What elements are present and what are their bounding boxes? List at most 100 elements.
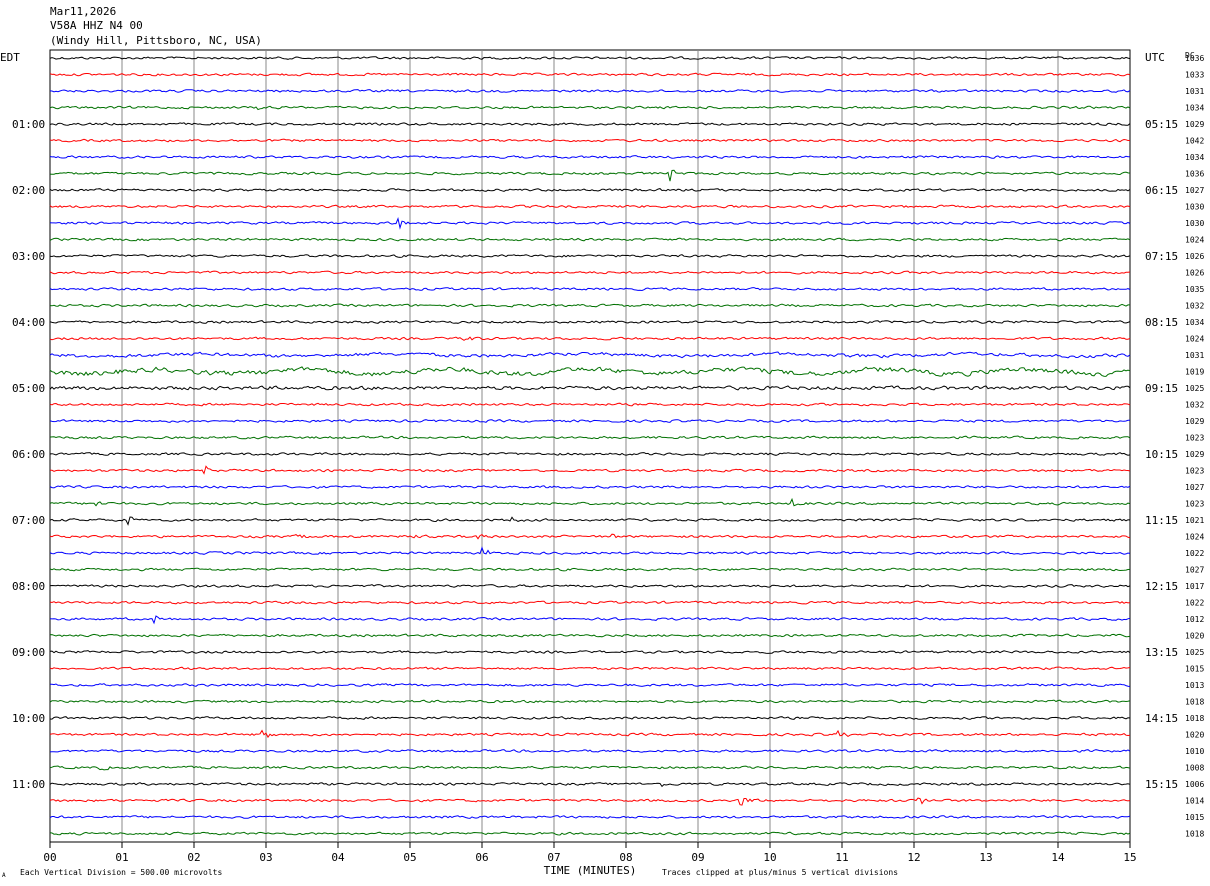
trace-line	[49, 666, 1131, 671]
trace-line	[49, 797, 1131, 806]
dc-offset-label: 1027	[1185, 483, 1204, 492]
dc-offset-label: 1020	[1185, 731, 1204, 740]
left-hour-label: 08:00	[12, 580, 45, 593]
left-hour-label: 11:00	[12, 778, 45, 791]
x-tick-label: 03	[259, 851, 272, 864]
trace-line	[49, 204, 1131, 209]
x-axis-label: TIME (MINUTES)	[544, 864, 637, 877]
dc-offset-label: 1032	[1185, 401, 1204, 410]
dc-offset-label: 1034	[1185, 153, 1204, 162]
trace-line	[49, 254, 1131, 258]
right-hour-label: 09:15	[1145, 382, 1178, 395]
trace-line	[49, 105, 1131, 111]
trace-line	[49, 385, 1131, 391]
left-hour-label: 10:00	[12, 712, 45, 725]
trace-line	[49, 122, 1131, 126]
dc-offset-label: 1014	[1185, 797, 1204, 806]
dc-offset-label: 1015	[1185, 813, 1204, 822]
right-hour-label: 11:15	[1145, 514, 1178, 527]
right-timezone-label: UTC	[1145, 51, 1165, 64]
dc-offset-label: 1025	[1185, 384, 1204, 393]
trace-line	[49, 485, 1131, 489]
x-tick-label: 02	[187, 851, 200, 864]
trace-line	[49, 600, 1131, 605]
left-hour-label: 01:00	[12, 118, 45, 131]
x-tick-label: 06	[475, 851, 488, 864]
right-hour-label: 07:15	[1145, 250, 1178, 263]
x-tick-label: 10	[763, 851, 776, 864]
trace-line	[49, 584, 1131, 589]
trace-line	[49, 419, 1130, 423]
header-station: V58A HHZ N4 00	[50, 19, 143, 32]
trace-line	[49, 497, 1131, 507]
right-hour-label: 10:15	[1145, 448, 1178, 461]
trace-line	[50, 683, 1131, 687]
right-hour-label: 06:15	[1145, 184, 1178, 197]
dc-offset-label: 1027	[1185, 566, 1204, 575]
left-hour-label: 06:00	[12, 448, 45, 461]
x-tick-label: 04	[331, 851, 345, 864]
x-tick-label: 08	[619, 851, 632, 864]
trace-line	[49, 546, 1131, 555]
trace-line	[49, 217, 1131, 230]
trace-line	[49, 699, 1131, 704]
dc-column-label: DC	[1185, 51, 1195, 60]
plot-frame	[49, 49, 1131, 843]
trace-line	[49, 155, 1130, 159]
trace-line	[49, 533, 1131, 540]
dc-offset-label: 1013	[1185, 681, 1204, 690]
dc-offset-label: 1015	[1185, 665, 1204, 674]
left-timezone-label: EDT	[0, 51, 20, 64]
dc-offset-label: 1036	[1185, 170, 1204, 179]
dc-offset-label: 1022	[1185, 599, 1204, 608]
trace-line	[49, 729, 1131, 739]
trace-line	[49, 749, 1131, 753]
trace-line	[49, 138, 1131, 143]
dc-offset-label: 1024	[1185, 236, 1204, 245]
right-hour-label: 13:15	[1145, 646, 1178, 659]
dc-offset-label: 1018	[1185, 830, 1204, 839]
trace-line	[49, 465, 1131, 475]
dc-offset-label: 1021	[1185, 516, 1204, 525]
right-hour-label: 05:15	[1145, 118, 1178, 131]
trace-line	[49, 72, 1131, 77]
dc-offset-label: 1025	[1185, 648, 1204, 657]
dc-offset-label: 1042	[1185, 137, 1204, 146]
dc-offset-label: 1012	[1185, 615, 1204, 624]
dc-offset-label: 1033	[1185, 71, 1204, 80]
right-hour-label: 14:15	[1145, 712, 1178, 725]
trace-line	[49, 303, 1130, 308]
dc-offset-label: 1023	[1185, 434, 1204, 443]
x-tick-label: 12	[907, 851, 920, 864]
dc-offset-label: 1024	[1185, 335, 1204, 344]
dc-offset-label: 1008	[1185, 764, 1204, 773]
trace-line	[49, 650, 1131, 654]
dc-offset-label: 1029	[1185, 450, 1204, 459]
dc-offset-label: 1029	[1185, 120, 1204, 129]
trace-line	[49, 765, 1131, 771]
trace-line	[49, 633, 1131, 638]
dc-offset-label: 1029	[1185, 417, 1204, 426]
footer-mark: A	[2, 872, 6, 879]
footer-clip-note: Traces clipped at plus/minus 5 vertical …	[662, 868, 898, 877]
x-tick-label: 14	[1051, 851, 1065, 864]
left-hour-label: 07:00	[12, 514, 45, 527]
trace-line	[49, 351, 1131, 359]
dc-offset-label: 1020	[1185, 632, 1204, 641]
trace-line	[49, 815, 1131, 819]
dc-offset-label: 1019	[1185, 368, 1204, 377]
right-hour-label: 08:15	[1145, 316, 1178, 329]
x-tick-label: 11	[835, 851, 848, 864]
trace-line	[49, 188, 1131, 192]
trace-line	[49, 320, 1131, 324]
trace-line	[49, 336, 1131, 341]
header-date: Mar11,2026	[50, 5, 117, 18]
left-hour-label: 03:00	[12, 250, 45, 263]
trace-line	[49, 287, 1131, 292]
trace-line	[49, 452, 1131, 456]
trace-line	[49, 615, 1131, 625]
dc-offset-label: 1034	[1185, 104, 1204, 113]
dc-offset-label: 1030	[1185, 203, 1204, 212]
dc-offset-label: 1023	[1185, 500, 1204, 509]
x-tick-label: 09	[691, 851, 704, 864]
